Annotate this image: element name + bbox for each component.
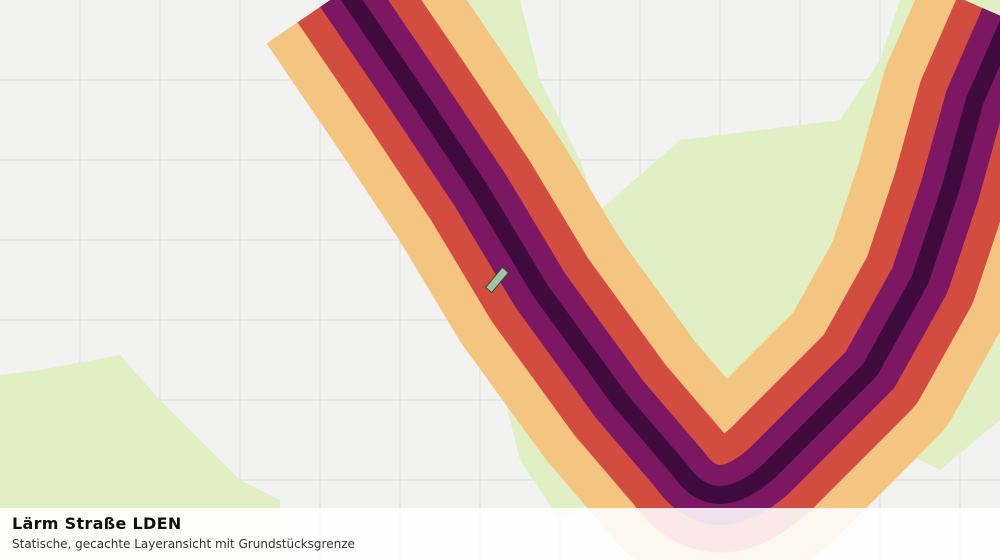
caption-subtitle: Statische, gecachte Layeransicht mit Gru… [12, 537, 355, 551]
parcel-boundary [484, 266, 510, 294]
caption: Lärm Straße LDEN Statische, gecachte Lay… [0, 508, 1000, 560]
caption-title: Lärm Straße LDEN [12, 514, 182, 533]
noise-road-bands [266, 0, 1000, 560]
